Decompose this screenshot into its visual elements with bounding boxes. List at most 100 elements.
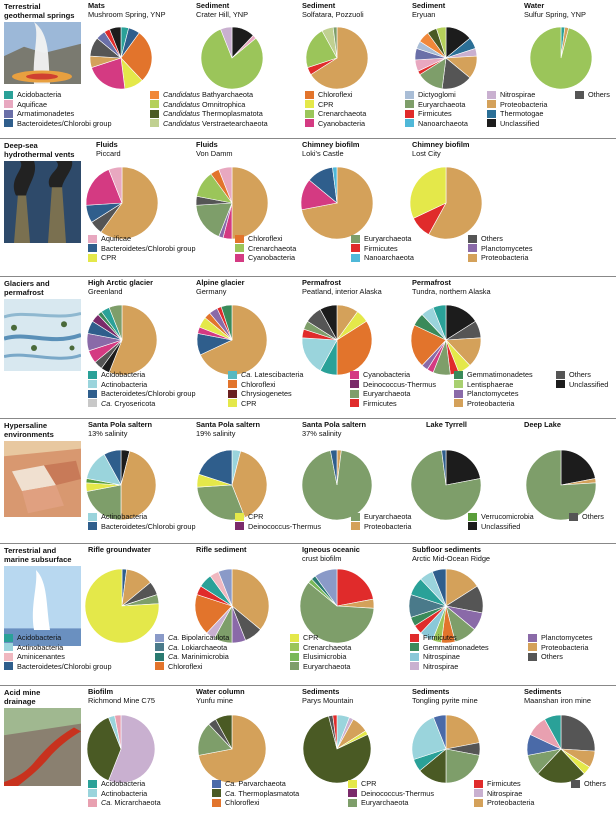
section-divider (0, 685, 616, 686)
legend-swatch (487, 109, 496, 118)
pie-title: Fluids (196, 140, 218, 149)
pie-slice-bacteroidetes-chlorobi-group (441, 449, 447, 486)
pie-slice-proteobacteria (100, 166, 159, 240)
pie-caption: Santa Pola saltern 13% salinity (88, 420, 152, 438)
legend-label: Proteobacteria (364, 521, 412, 531)
legend-swatch (348, 798, 357, 807)
legend-label: Lokiarchaeota (181, 642, 228, 652)
legend-item: Deinococcus-Thermus (235, 522, 321, 531)
legend-item: Armatimonadetes (4, 109, 74, 118)
legend-label: Cyanobacteria (248, 253, 296, 263)
legend-label: Cryosericota (114, 398, 156, 408)
pie-slice-chloroflexi (410, 324, 447, 366)
environment-illustration (4, 161, 81, 243)
pie-caption: Chimney biofilm Lost City (412, 140, 470, 158)
legend-label: Dictyoglomi (418, 90, 456, 99)
pie-caption: Deep Lake (524, 420, 561, 430)
pie-title: Sediments (412, 687, 450, 696)
legend-swatch (4, 662, 13, 671)
pie-chart (301, 449, 373, 521)
pie-chart (195, 166, 269, 240)
legend-item: CPR (88, 253, 116, 262)
legend-item: CPR (235, 512, 263, 521)
legend-label: Euryarchaeota (363, 389, 411, 399)
legend-item: Ca. Lokiarchaeota (155, 643, 227, 652)
pie-slice-bacteroidetes-chlorobi-group (198, 449, 233, 486)
legend-swatch (235, 244, 244, 253)
legend-item: Candidatus Omnitrophica (150, 100, 245, 109)
pie-caption: Lake Tyrrell (426, 420, 467, 430)
legend-swatch (150, 100, 159, 109)
pie-slice-aquificae (108, 166, 123, 204)
legend-swatch (235, 512, 244, 521)
legend-item: Nitrospinae (410, 652, 460, 661)
legend-swatch (351, 244, 360, 253)
pie-slice-proteobacteria (231, 450, 268, 518)
legend-swatch (4, 100, 13, 109)
legend-swatch (88, 234, 97, 243)
pie-slice-cpr (84, 568, 160, 644)
environment-section: Glaciers and permafrost High Arctic glaci… (0, 276, 616, 418)
legend-swatch (4, 119, 13, 128)
legend-label: Euryarchaeota (364, 512, 412, 521)
legend-label: Parvarchaeota (238, 779, 286, 788)
legend-label: CPR (318, 99, 334, 109)
legend-item: Euryarchaeota (350, 389, 410, 398)
legend-swatch (4, 643, 13, 652)
legend-label: Acidobacteria (101, 370, 146, 379)
legend-swatch (468, 244, 477, 253)
pie-subtitle: crust biofilm (302, 553, 342, 563)
legend-prefix: Ca. (168, 642, 180, 652)
legend-item: Others (468, 234, 503, 243)
legend-item: Ca. Micrarchaeota (88, 798, 161, 807)
pie-subtitle: Lost City (412, 148, 441, 158)
legend-label: Bacteroidetes/Chlorobi group (17, 118, 112, 128)
pie-chart (526, 714, 596, 784)
legend-item: Nanoarchaeota (351, 253, 414, 262)
legend-swatch (348, 789, 357, 798)
pie-slice-crenarchaeota (305, 30, 338, 68)
pie-slice-proteobacteria (231, 166, 269, 240)
pie-subtitle: Arctic Mid-Ocean Ridge (412, 553, 491, 563)
legend-swatch (150, 119, 159, 128)
legend-label: Planctomycetes (481, 243, 533, 253)
legend-swatch (454, 380, 463, 389)
pie-slice-parvarchaeota (433, 714, 447, 750)
legend-label: Actinobacteria (101, 379, 148, 389)
environment-title-line: environments (4, 430, 54, 439)
legend-swatch (155, 643, 164, 652)
legend-label: Actinobacteria (101, 788, 148, 798)
legend-label: Deinococcus-Thermus (248, 521, 321, 531)
legend-item: Nitrospirae (474, 789, 522, 798)
legend-item: Bacteroidetes/Chlorobi group (88, 244, 196, 253)
legend-item: Others (569, 512, 604, 521)
legend-swatch (4, 633, 13, 642)
legend-item: Chloroflexi (228, 380, 275, 389)
legend-prefix: Ca. (241, 370, 253, 379)
pie-chart (408, 568, 484, 644)
legend-label: Actinobacteria (101, 512, 148, 521)
pie-subtitle: Peatland, interior Alaska (302, 286, 382, 296)
section-divider (0, 138, 616, 139)
legend-swatch (290, 633, 299, 642)
pie-title: Permafrost (302, 278, 342, 287)
legend-item: Elusimicrobia (290, 652, 346, 661)
legend-item: Firmicutes (405, 109, 452, 118)
legend-item: Firmicutes (410, 633, 457, 642)
legend-label: Crenarchaeota (248, 243, 297, 253)
pie-subtitle: Eryuan (412, 9, 436, 19)
legend-swatch (4, 109, 13, 118)
legend-swatch (468, 253, 477, 262)
legend-item: Bacteroidetes/Chlorobi group (4, 662, 112, 671)
environment-title: Deep-sea hydrothermal vents (4, 141, 74, 159)
legend-item: Firmicutes (350, 399, 397, 408)
legend-swatch (350, 370, 359, 379)
environment-title: Hypersaline environments (4, 421, 54, 439)
legend-swatch (474, 798, 483, 807)
pie-slice-cpr (409, 166, 447, 219)
legend-swatch (305, 100, 314, 109)
legend-swatch (556, 370, 565, 379)
environment-section: Acid mine drainage Biofilm Richmond Mine C… (0, 685, 616, 819)
pie-slice-thermoplasmatota (302, 715, 372, 784)
legend-item: Actinobacteria (88, 380, 147, 389)
